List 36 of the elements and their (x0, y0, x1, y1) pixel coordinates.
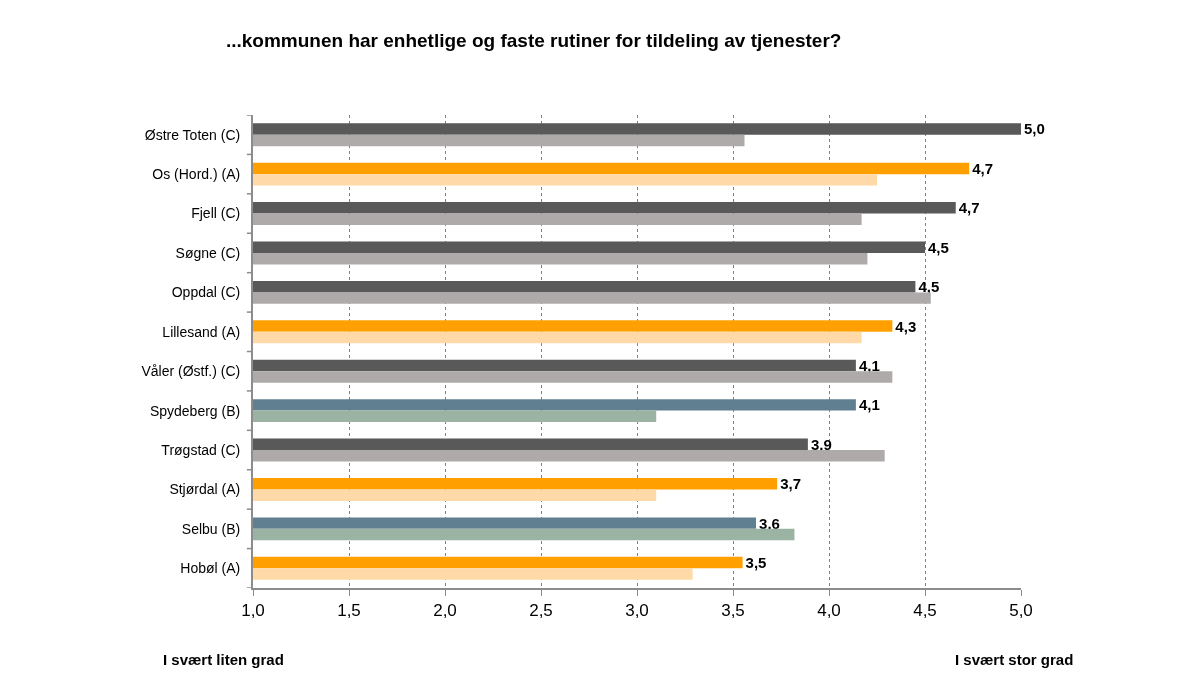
y-tick-label: Selbu (B) (181, 520, 241, 537)
y-tick-label: Hobøl (A) (180, 560, 241, 577)
x-tick-label: 4,5 (913, 601, 937, 621)
data-label: 3,9 (810, 435, 832, 453)
y-tick-label: Stjørdal (A) (169, 481, 241, 498)
data-label: 4,1 (858, 396, 880, 414)
x-tick-label: 3,5 (721, 601, 745, 621)
y-tick-label: Os (Hord.) (A) (152, 166, 241, 183)
y-tick-label: Lillesand (A) (162, 323, 241, 340)
data-label: 4,5 (928, 238, 949, 256)
chart-title: ...kommunen har enhetlige og faste rutiner for tildeling av tjenester? (225, 29, 842, 51)
data-label: 3,5 (745, 554, 767, 572)
x-tick-label: 4,0 (817, 601, 841, 621)
y-tick-label: Søgne (C) (175, 244, 241, 261)
y-tick-label: Oppdal (C) (171, 284, 241, 301)
y-tick-label: Trøgstad (C) (161, 441, 241, 458)
data-label: 4,5 (918, 278, 940, 296)
y-tick-label: Spydeberg (B) (149, 402, 241, 419)
y-tick-label: Fjell (C) (191, 205, 241, 222)
data-label: 4,7 (972, 159, 994, 177)
x-tick-label: 5,0 (1009, 601, 1033, 621)
data-label: 4,7 (958, 199, 980, 217)
data-label: 4,1 (858, 356, 880, 374)
x-tick-label: 2,0 (433, 601, 457, 621)
x-tick-label: 1,5 (337, 601, 361, 621)
x-tick-label: 3,0 (625, 601, 649, 621)
text: I svært stor grad (955, 651, 1074, 668)
x-tick-label: 2,5 (529, 601, 553, 621)
data-label: 5,0 (1024, 120, 1045, 138)
data-label: 3,6 (759, 514, 780, 532)
data-label: 4,3 (895, 317, 917, 335)
text: I svært liten grad (163, 651, 284, 668)
x-tick-label: 1,0 (241, 601, 265, 621)
y-tick-label: Våler (Østf.) (C) (141, 363, 241, 380)
data-label: 3,7 (780, 475, 802, 493)
y-tick-label: Østre Toten (C) (144, 126, 241, 143)
